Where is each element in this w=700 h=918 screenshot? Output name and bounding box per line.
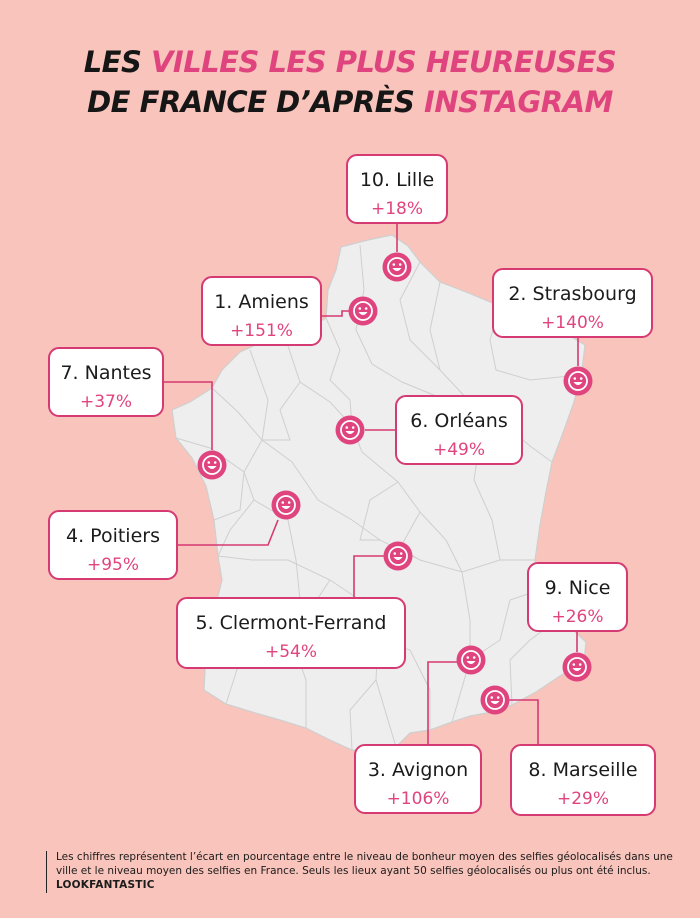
city-name: 8. Marseille bbox=[528, 759, 638, 781]
city-value: +95% bbox=[86, 555, 140, 575]
city-card-poitiers: 4. Poitiers +95% bbox=[48, 510, 178, 580]
city-value: +29% bbox=[556, 789, 610, 809]
smiley-face-icon bbox=[383, 541, 413, 571]
city-card-nice: 9. Nice +26% bbox=[527, 562, 628, 632]
smiley-face-icon bbox=[382, 252, 412, 282]
city-card-avignon: 3. Avignon +106% bbox=[354, 744, 482, 814]
page-title: LES VILLES LES PLUS HEUREUSES DE FRANCE … bbox=[0, 42, 700, 122]
city-name: 6. Orléans bbox=[410, 410, 508, 432]
city-name: 10. Lille bbox=[359, 169, 435, 191]
city-value: +49% bbox=[432, 440, 486, 460]
title-text: LES bbox=[83, 45, 151, 79]
city-card-marseille: 8. Marseille +29% bbox=[510, 744, 656, 816]
city-name: 1. Amiens bbox=[214, 291, 309, 313]
brand-name: LOOKFANTASTIC bbox=[56, 879, 155, 891]
city-value: +106% bbox=[386, 789, 450, 809]
smiley-face-icon bbox=[456, 645, 486, 675]
city-card-nantes: 7. Nantes +37% bbox=[48, 347, 164, 417]
city-card-strasbourg: 2. Strasbourg +140% bbox=[492, 268, 653, 338]
city-name: 7. Nantes bbox=[60, 362, 152, 384]
smiley-face-icon bbox=[563, 366, 593, 396]
city-card-lille: 10. Lille +18% bbox=[346, 154, 448, 224]
smiley-face-icon bbox=[197, 450, 227, 480]
city-value: +140% bbox=[541, 313, 604, 333]
city-value: +26% bbox=[551, 607, 604, 627]
connector-lines bbox=[162, 222, 579, 748]
smiley-face-icon bbox=[271, 490, 301, 520]
title-highlight: VILLES LES PLUS HEUREUSES bbox=[150, 45, 617, 79]
city-value: +37% bbox=[79, 392, 133, 412]
smiley-face-icon bbox=[335, 415, 365, 445]
city-name: 4. Poitiers bbox=[66, 525, 160, 547]
footnote: Les chiffres représentent l’écart en pou… bbox=[46, 851, 676, 893]
city-name: 5. Clermont-Ferrand bbox=[195, 612, 387, 634]
footnote-text: Les chiffres représentent l’écart en pou… bbox=[56, 851, 673, 877]
city-card-orleans: 6. Orléans +49% bbox=[395, 395, 523, 465]
smiley-face-icon bbox=[562, 652, 592, 682]
smiley-face-icon bbox=[480, 685, 510, 715]
title-line-1: LES VILLES LES PLUS HEUREUSES bbox=[0, 42, 700, 82]
title-line-2: DE FRANCE D’APRÈS INSTAGRAM bbox=[0, 82, 700, 122]
title-text: DE FRANCE D’APRÈS bbox=[87, 85, 425, 119]
city-value: +151% bbox=[230, 321, 293, 341]
city-name: 9. Nice bbox=[544, 577, 611, 599]
city-card-amiens: 1. Amiens +151% bbox=[201, 276, 322, 346]
smiley-face-icon bbox=[348, 296, 378, 326]
city-markers bbox=[197, 252, 593, 715]
city-name: 2. Strasbourg bbox=[508, 283, 637, 305]
title-highlight: INSTAGRAM bbox=[424, 85, 613, 119]
city-value: +18% bbox=[370, 199, 424, 219]
city-name: 3. Avignon bbox=[367, 759, 469, 781]
city-value: +54% bbox=[264, 642, 318, 662]
city-card-clermont-ferrand: 5. Clermont-Ferrand +54% bbox=[176, 597, 406, 669]
